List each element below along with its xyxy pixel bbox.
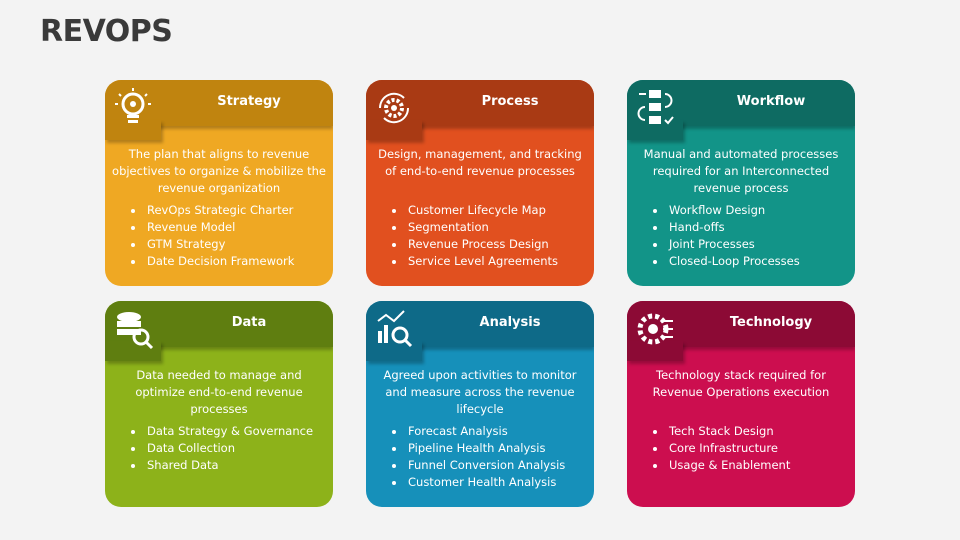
card-header [105, 301, 333, 347]
card-description: Technology stack required for Revenue Op… [652, 368, 830, 399]
bullet-item: RevOps Strategic Charter [145, 202, 294, 219]
bullet-item: GTM Strategy [145, 236, 294, 253]
bullet-item: Core Infrastructure [667, 440, 790, 457]
bullet-item: Service Level Agreements [406, 253, 558, 270]
database-search-icon [117, 312, 154, 350]
gear-circuit-icon [637, 313, 673, 345]
card-title: Analysis [479, 315, 541, 330]
bullet-list: Tech Stack DesignCore InfrastructureUsag… [641, 423, 790, 474]
bullet-list: Workflow DesignHand-offsJoint ProcessesC… [641, 202, 800, 270]
bullet-item: Date Decision Framework [145, 253, 294, 270]
bullet-item: Tech Stack Design [667, 423, 790, 440]
card-strategy: Strategy The plan that aligns to revenue… [105, 80, 333, 286]
bullet-item: Joint Processes [667, 236, 800, 253]
icon-tab [627, 341, 683, 361]
bullet-item: Customer Health Analysis [406, 474, 565, 491]
card-title: Data [231, 315, 267, 330]
card-technology: Technology Technology stack required for… [627, 301, 855, 507]
card-description: Manual and automated processes required … [643, 147, 839, 195]
bullet-item: Data Strategy & Governance [145, 423, 313, 440]
bullet-item: Revenue Process Design [406, 236, 558, 253]
bullet-item: Pipeline Health Analysis [406, 440, 565, 457]
bullet-item: Usage & Enablement [667, 457, 790, 474]
card-workflow: Workflow Manual and automated processes … [627, 80, 855, 286]
icon-tab [627, 120, 683, 140]
card-description: Agreed upon activities to monitor and me… [383, 368, 577, 416]
icon-tab [366, 341, 422, 361]
bullet-list: Data Strategy & GovernanceData Collectio… [119, 423, 313, 474]
bullet-item: Segmentation [406, 219, 558, 236]
card-title: Workflow [736, 94, 806, 109]
icon-tab [105, 341, 161, 361]
bullet-item: Data Collection [145, 440, 313, 457]
card-data: Data Data needed to manage and optimize … [105, 301, 333, 507]
card-header [627, 80, 855, 126]
bullet-item: Funnel Conversion Analysis [406, 457, 565, 474]
bullet-list: RevOps Strategic CharterRevenue ModelGTM… [119, 202, 294, 270]
card-process: Process Design, management, and tracking… [366, 80, 594, 286]
card-analysis: Analysis Agreed upon activities to monit… [366, 301, 594, 507]
bullet-item: Hand-offs [667, 219, 800, 236]
icon-tab [366, 120, 422, 140]
workflow-icon [637, 90, 674, 125]
lightbulb-gear-icon [115, 88, 151, 123]
bullet-item: Revenue Model [145, 219, 294, 236]
bullet-item: Customer Lifecycle Map [406, 202, 558, 219]
chart-magnifier-icon [377, 310, 413, 348]
card-title: Process [481, 94, 539, 109]
card-title: Strategy [217, 94, 281, 109]
bullet-item: Workflow Design [667, 202, 800, 219]
card-description: Design, management, and tracking of end-… [378, 147, 582, 178]
bullet-item: Forecast Analysis [406, 423, 565, 440]
gears-cycle-icon [378, 92, 410, 124]
card-description: The plan that aligns to revenue objectiv… [112, 147, 326, 195]
card-description: Data needed to manage and optimize end-t… [135, 368, 303, 416]
page-title: REVOPS [40, 14, 173, 49]
card-header [627, 301, 855, 347]
bullet-item: Closed-Loop Processes [667, 253, 800, 270]
bullet-list: Customer Lifecycle MapSegmentationRevenu… [380, 202, 558, 270]
bullet-list: Forecast AnalysisPipeline Health Analysi… [380, 423, 565, 491]
bullet-item: Shared Data [145, 457, 313, 474]
card-title: Technology [729, 315, 813, 330]
icon-tab [105, 120, 161, 140]
